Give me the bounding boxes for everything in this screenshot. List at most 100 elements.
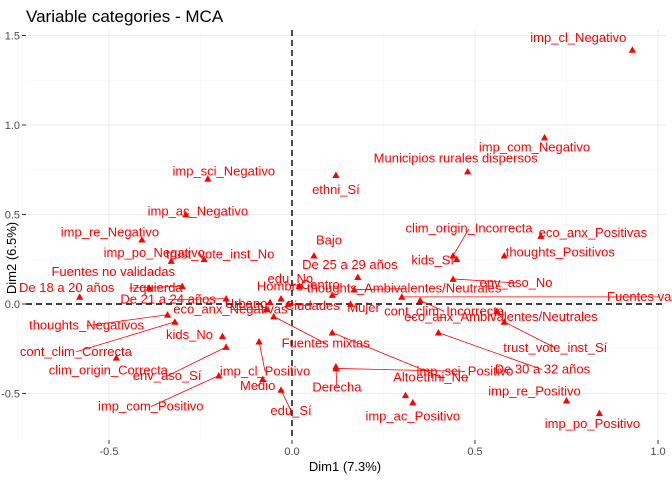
point-marker-11 bbox=[167, 257, 175, 264]
point-marker-8 bbox=[449, 252, 457, 259]
point-marker-33 bbox=[171, 318, 179, 325]
point-label: cont_clim_Correcta bbox=[20, 344, 133, 359]
point-marker-48 bbox=[562, 397, 571, 404]
point-label: imp_sci_Positivo bbox=[417, 363, 514, 378]
point-marker-0 bbox=[628, 46, 636, 53]
axes: -0.5 0.0 0.5 1.0 -0.5 0.0 0.5 1.0 1.5 bbox=[1, 31, 666, 459]
point-label: imp_cl_Positivo bbox=[220, 364, 310, 379]
leader-line-32 bbox=[504, 321, 556, 349]
point-label: clim_origin_Incorrecta bbox=[405, 221, 533, 236]
point-label: cont_clim_Incorrecta bbox=[384, 303, 505, 318]
point-marker-27 bbox=[416, 296, 424, 304]
point-label: Urbano bbox=[225, 296, 268, 311]
point-marker-14 bbox=[354, 273, 362, 281]
x-axis-title: Dim1 (7.3%) bbox=[309, 459, 381, 474]
point-label: imp_re_Negativo bbox=[61, 225, 159, 240]
point-marker-26 bbox=[222, 295, 230, 302]
point-marker-28 bbox=[346, 300, 355, 307]
point-marker-46 bbox=[277, 386, 285, 393]
x-tick-label: 1.0 bbox=[650, 446, 665, 458]
point-marker-15 bbox=[295, 282, 303, 289]
point-label: imp_ac_Negativo bbox=[148, 204, 248, 219]
point-label: Medio bbox=[240, 378, 275, 393]
point-marker-47 bbox=[409, 398, 417, 406]
y-axis-title: Dim2 (6.5%) bbox=[4, 222, 19, 294]
point-label: imp_com_Positivo bbox=[98, 399, 204, 414]
point-marker-18 bbox=[145, 284, 153, 291]
point-label: env_aso_Sí bbox=[133, 368, 202, 383]
point-marker-5 bbox=[182, 210, 190, 218]
leader-line-46 bbox=[280, 389, 292, 412]
point-label: ethni_No bbox=[416, 370, 468, 385]
point-marker-21 bbox=[398, 293, 406, 300]
point-marker-37 bbox=[328, 329, 336, 336]
leader-line-36 bbox=[438, 332, 543, 371]
point-marker-3 bbox=[332, 171, 340, 178]
point-label: Alto bbox=[393, 369, 415, 384]
point-label: eco_anx_Ambivalentes/Neutrales bbox=[404, 309, 598, 324]
leader-line-39 bbox=[166, 346, 227, 377]
point-marker-17 bbox=[449, 275, 457, 282]
point-marker-19 bbox=[350, 286, 358, 293]
point-label: thoughts_Ambivalentes/Neutrales bbox=[307, 281, 502, 296]
point-label: De 25 a 29 años bbox=[302, 257, 398, 272]
point-marker-16 bbox=[178, 282, 186, 289]
leader-line-38 bbox=[258, 341, 266, 372]
point-label: Derecha bbox=[312, 380, 362, 395]
point-label: thoughts_Positivos bbox=[506, 245, 616, 260]
point-label: clim_origin_Correcta bbox=[49, 363, 169, 378]
label-leaders bbox=[75, 228, 660, 412]
point-marker-40 bbox=[112, 354, 120, 361]
point-label: imp_sci_Negativo bbox=[173, 164, 276, 179]
leader-line-30 bbox=[86, 314, 168, 327]
point-label: trust_vote_inst_Sí bbox=[503, 340, 607, 355]
leader-line-27 bbox=[419, 300, 445, 312]
point-label: edu_No bbox=[268, 271, 314, 286]
x-tick-label: 0.5 bbox=[467, 446, 482, 458]
point-marker-25 bbox=[284, 300, 292, 307]
point-label: Bajo bbox=[316, 233, 342, 248]
point-marker-10 bbox=[200, 255, 208, 263]
point-marker-34 bbox=[270, 312, 278, 320]
point-label: Izquierda bbox=[129, 280, 183, 295]
leader-line-25 bbox=[288, 303, 313, 307]
point-marker-12 bbox=[500, 252, 508, 259]
point-label: Fuentes mixtas bbox=[282, 336, 371, 351]
point-marker-13 bbox=[453, 255, 461, 263]
point-label: trust_vote_inst_No bbox=[166, 246, 274, 261]
y-tick-label: 0.5 bbox=[5, 210, 20, 222]
point-label: ethni_Sí bbox=[312, 182, 360, 197]
point-label: imp_cl_Negativo bbox=[530, 30, 626, 45]
leader-line-26 bbox=[168, 298, 227, 301]
leader-line-44 bbox=[150, 375, 219, 407]
point-label: eco_anx_Positivas bbox=[539, 225, 648, 240]
leader-line-42 bbox=[335, 368, 465, 372]
point-marker-45 bbox=[401, 391, 410, 399]
point-marker-29 bbox=[262, 305, 270, 313]
point-labels: imp_cl_Negativo imp_com_NegativoMunicipio… bbox=[19, 30, 672, 431]
point-label: thoughts_Negativos bbox=[29, 318, 144, 333]
y-tick-label: 1.5 bbox=[5, 31, 20, 43]
data-points bbox=[76, 46, 636, 417]
point-label: Municipios rurales dispersos bbox=[374, 151, 539, 166]
point-label: kids_Sí bbox=[411, 252, 454, 267]
point-marker-44 bbox=[215, 372, 223, 379]
point-label: Centro bbox=[301, 277, 340, 292]
point-label: imp_re_Positivo bbox=[488, 384, 581, 399]
point-marker-30 bbox=[163, 311, 172, 318]
point-label: De 18 a 20 años bbox=[19, 280, 115, 295]
point-label: imp_po_Positivo bbox=[545, 416, 640, 431]
point-marker-43 bbox=[259, 375, 267, 383]
point-marker-6 bbox=[138, 235, 146, 243]
point-marker-35 bbox=[218, 332, 227, 340]
point-label: kids_No bbox=[166, 327, 213, 342]
leader-line-16 bbox=[129, 285, 183, 289]
leader-line-8 bbox=[452, 228, 470, 256]
point-label: imp_ac_Positivo bbox=[365, 408, 460, 423]
point-label: Fuentes no validadas bbox=[51, 264, 175, 279]
point-label: imp_po_Negativo bbox=[104, 245, 205, 260]
point-marker-39 bbox=[222, 343, 230, 350]
point-label: imp_com_Negativo bbox=[479, 140, 590, 155]
leader-line-19 bbox=[354, 288, 405, 291]
